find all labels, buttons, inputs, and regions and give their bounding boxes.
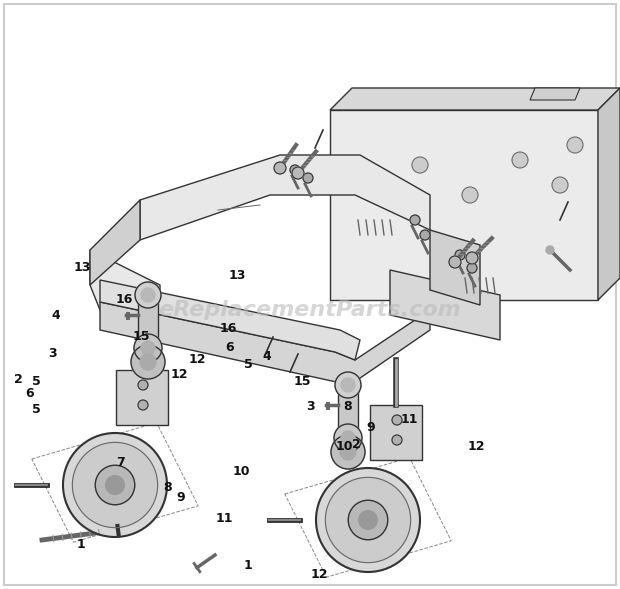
Polygon shape — [90, 200, 140, 285]
Text: 12: 12 — [188, 353, 206, 366]
Text: 11: 11 — [216, 512, 233, 525]
Text: 10: 10 — [335, 440, 353, 453]
Circle shape — [73, 442, 157, 528]
Polygon shape — [116, 370, 168, 425]
Polygon shape — [90, 250, 160, 325]
Text: 2: 2 — [14, 373, 23, 386]
Circle shape — [410, 215, 420, 225]
Text: 13: 13 — [229, 269, 246, 282]
Circle shape — [131, 345, 165, 379]
Circle shape — [63, 433, 167, 537]
Circle shape — [462, 187, 478, 203]
Circle shape — [134, 334, 162, 362]
Text: 16: 16 — [219, 322, 237, 335]
Text: 4: 4 — [51, 309, 60, 322]
Circle shape — [348, 500, 388, 540]
Text: 16: 16 — [115, 293, 133, 306]
Polygon shape — [370, 405, 422, 460]
Text: 4: 4 — [262, 350, 271, 363]
Text: 5: 5 — [32, 403, 40, 416]
FancyBboxPatch shape — [138, 295, 158, 343]
Circle shape — [303, 173, 313, 183]
Circle shape — [552, 177, 568, 193]
Circle shape — [326, 477, 410, 562]
Circle shape — [95, 465, 135, 505]
Circle shape — [334, 424, 362, 452]
Circle shape — [455, 250, 465, 260]
Text: 10: 10 — [233, 465, 250, 478]
Circle shape — [546, 246, 554, 254]
Text: eReplacementParts.com: eReplacementParts.com — [159, 300, 461, 320]
Circle shape — [449, 256, 461, 268]
Circle shape — [292, 167, 304, 179]
Text: 9: 9 — [366, 421, 375, 434]
Circle shape — [340, 444, 356, 460]
Text: 3: 3 — [48, 347, 57, 360]
Text: 5: 5 — [32, 375, 40, 388]
Text: 8: 8 — [163, 481, 172, 494]
Polygon shape — [100, 280, 360, 360]
Circle shape — [141, 288, 155, 302]
Text: 13: 13 — [73, 262, 91, 274]
Circle shape — [140, 354, 156, 370]
Text: 3: 3 — [306, 400, 314, 413]
Polygon shape — [330, 88, 620, 110]
Circle shape — [392, 435, 402, 445]
Text: 8: 8 — [343, 400, 352, 413]
Circle shape — [274, 162, 286, 174]
Text: 2: 2 — [352, 438, 361, 451]
Circle shape — [105, 476, 125, 494]
Circle shape — [512, 152, 528, 168]
Circle shape — [135, 282, 161, 308]
Polygon shape — [100, 302, 430, 385]
Text: 11: 11 — [401, 413, 418, 426]
Circle shape — [331, 435, 365, 469]
Text: 5: 5 — [244, 358, 252, 370]
Circle shape — [358, 511, 378, 530]
Text: 12: 12 — [311, 568, 328, 581]
Text: 6: 6 — [25, 387, 34, 400]
Text: 12: 12 — [467, 440, 485, 453]
Polygon shape — [430, 230, 480, 305]
Text: 12: 12 — [171, 368, 188, 380]
Circle shape — [412, 157, 428, 173]
Circle shape — [420, 230, 430, 240]
Circle shape — [392, 192, 408, 208]
Circle shape — [335, 372, 361, 398]
Text: 9: 9 — [177, 491, 185, 504]
Circle shape — [141, 341, 155, 355]
Circle shape — [341, 378, 355, 392]
Polygon shape — [140, 155, 430, 240]
FancyBboxPatch shape — [338, 385, 358, 433]
Text: 15: 15 — [294, 375, 311, 388]
Text: 1: 1 — [76, 538, 85, 551]
Circle shape — [138, 380, 148, 390]
Circle shape — [467, 263, 477, 273]
Circle shape — [392, 415, 402, 425]
Text: 7: 7 — [117, 456, 125, 469]
Text: 15: 15 — [133, 330, 150, 343]
Circle shape — [341, 431, 355, 445]
Text: 6: 6 — [225, 341, 234, 354]
Circle shape — [138, 400, 148, 410]
Circle shape — [567, 137, 583, 153]
Circle shape — [290, 165, 300, 175]
Polygon shape — [390, 270, 500, 340]
Circle shape — [316, 468, 420, 572]
Polygon shape — [598, 88, 620, 300]
Circle shape — [466, 252, 478, 264]
Polygon shape — [530, 88, 580, 100]
Text: 1: 1 — [244, 559, 252, 572]
Polygon shape — [330, 110, 598, 300]
